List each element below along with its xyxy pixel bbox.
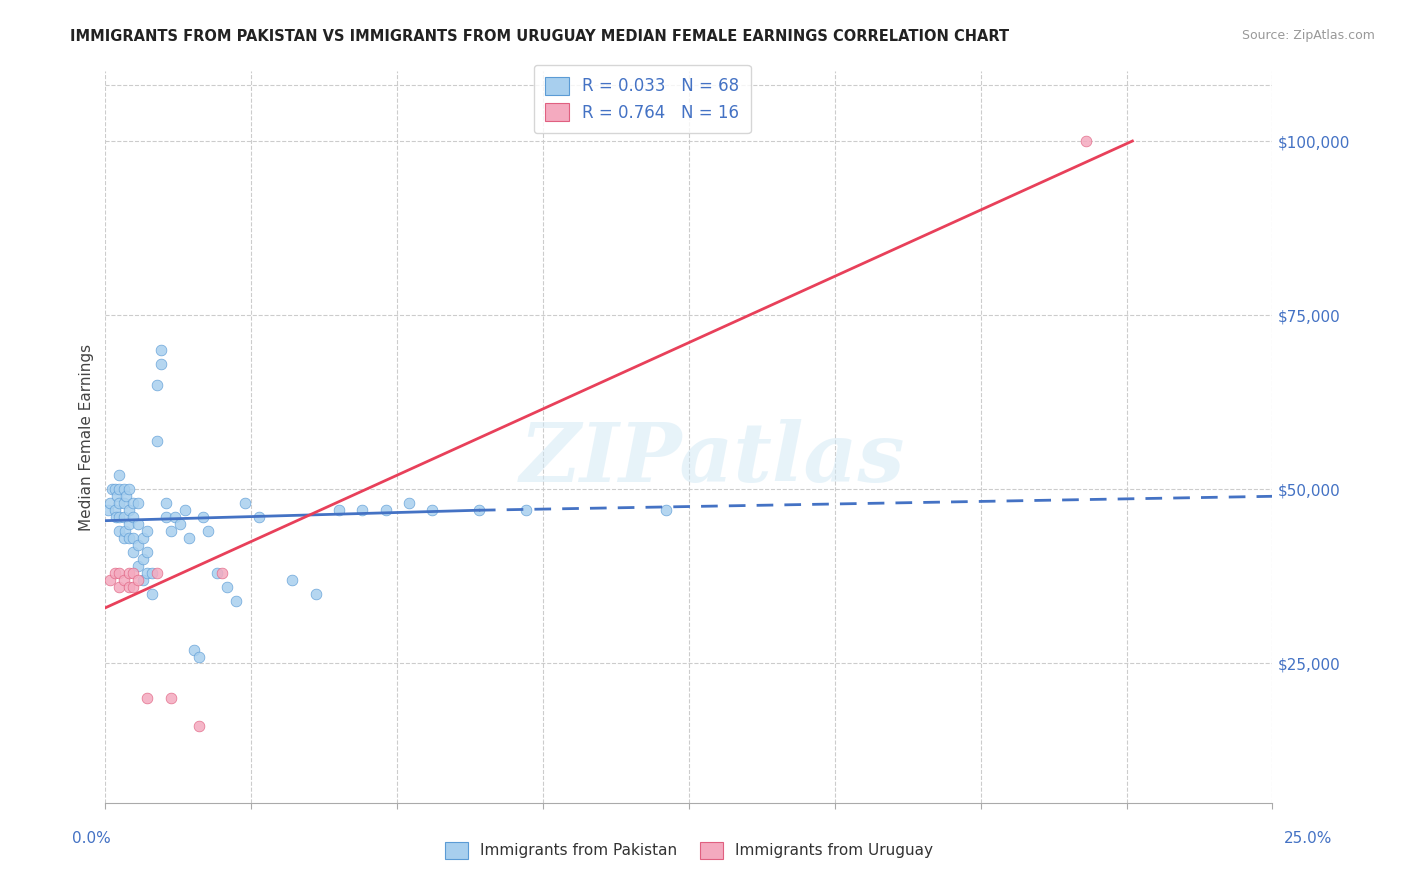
Point	[115, 489, 138, 503]
Point	[187, 719, 209, 733]
Point	[207, 566, 229, 580]
Point	[101, 483, 124, 497]
Point	[108, 580, 131, 594]
Point	[150, 357, 173, 371]
Point	[132, 552, 155, 566]
Point	[104, 503, 127, 517]
Point	[98, 496, 121, 510]
Point	[112, 496, 135, 510]
Point	[104, 483, 127, 497]
Point	[118, 503, 141, 517]
Point	[173, 503, 195, 517]
Point	[108, 468, 131, 483]
Point	[235, 496, 257, 510]
Point	[127, 573, 149, 587]
Point	[211, 566, 233, 580]
Point	[328, 503, 350, 517]
Point	[159, 691, 181, 706]
Point	[225, 594, 247, 608]
Point	[146, 434, 169, 448]
Point	[515, 503, 537, 517]
Point	[281, 573, 304, 587]
Point	[165, 510, 187, 524]
Point	[146, 566, 169, 580]
Point	[118, 580, 141, 594]
Point	[122, 510, 145, 524]
Point	[98, 573, 121, 587]
Point	[169, 517, 191, 532]
Point	[420, 503, 443, 517]
Point	[1074, 134, 1097, 148]
Y-axis label: Median Female Earnings: Median Female Earnings	[79, 343, 94, 531]
Point	[108, 483, 131, 497]
Point	[97, 503, 120, 517]
Point	[193, 510, 215, 524]
Point	[215, 580, 238, 594]
Point	[132, 573, 155, 587]
Point	[654, 503, 676, 517]
Point	[118, 483, 141, 497]
Point	[159, 524, 181, 538]
Point	[150, 343, 173, 357]
Point	[122, 531, 145, 545]
Point	[122, 566, 145, 580]
Point	[136, 524, 159, 538]
Point	[155, 496, 177, 510]
Point	[118, 531, 141, 545]
Point	[155, 510, 177, 524]
Point	[146, 377, 169, 392]
Point	[122, 545, 145, 559]
Point	[114, 524, 136, 538]
Point	[127, 496, 149, 510]
Point	[108, 566, 131, 580]
Point	[141, 566, 163, 580]
Point	[112, 483, 135, 497]
Point	[183, 642, 205, 657]
Point	[105, 489, 128, 503]
Point	[112, 510, 135, 524]
Point	[108, 496, 131, 510]
Point	[468, 503, 491, 517]
Point	[112, 573, 135, 587]
Point	[352, 503, 374, 517]
Point	[127, 538, 149, 552]
Point	[127, 517, 149, 532]
Point	[118, 566, 141, 580]
Point	[197, 524, 219, 538]
Point	[374, 503, 396, 517]
Text: ZIPatlas: ZIPatlas	[520, 419, 905, 499]
Point	[132, 531, 155, 545]
Point	[136, 691, 159, 706]
Point	[187, 649, 209, 664]
Legend: Immigrants from Pakistan, Immigrants from Uruguay: Immigrants from Pakistan, Immigrants fro…	[439, 836, 939, 864]
Point	[108, 524, 131, 538]
Point	[127, 558, 149, 573]
Point	[112, 531, 135, 545]
Point	[249, 510, 271, 524]
Point	[136, 545, 159, 559]
Point	[141, 587, 163, 601]
Point	[398, 496, 420, 510]
Point	[122, 496, 145, 510]
Point	[304, 587, 326, 601]
Point	[136, 566, 159, 580]
Point	[118, 517, 141, 532]
Point	[122, 580, 145, 594]
Text: IMMIGRANTS FROM PAKISTAN VS IMMIGRANTS FROM URUGUAY MEDIAN FEMALE EARNINGS CORRE: IMMIGRANTS FROM PAKISTAN VS IMMIGRANTS F…	[70, 29, 1010, 45]
Point	[104, 510, 127, 524]
Text: Source: ZipAtlas.com: Source: ZipAtlas.com	[1241, 29, 1375, 43]
Text: 0.0%: 0.0%	[72, 831, 111, 846]
Point	[179, 531, 201, 545]
Point	[104, 566, 127, 580]
Text: 25.0%: 25.0%	[1284, 831, 1331, 846]
Point	[108, 510, 131, 524]
